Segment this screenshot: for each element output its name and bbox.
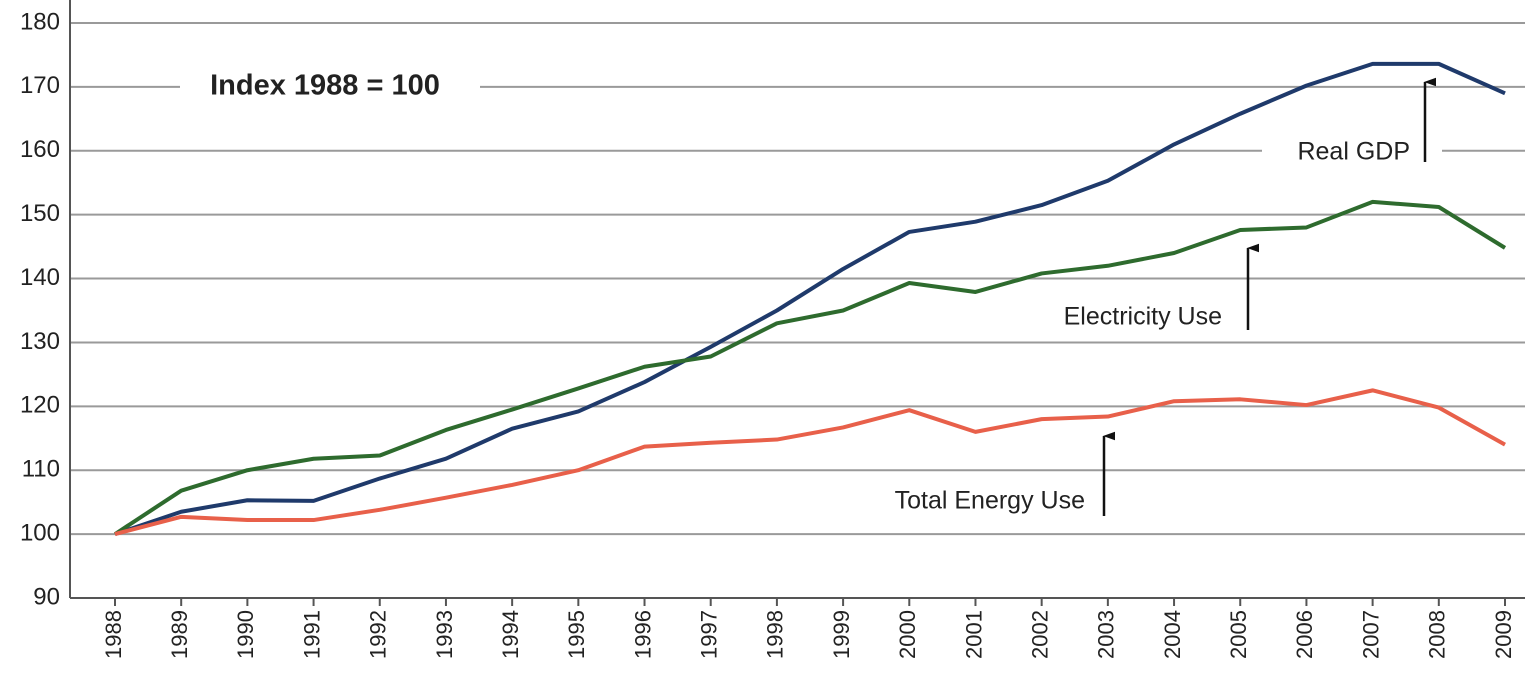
x-tick-label: 2008 bbox=[1425, 610, 1450, 659]
y-tick-label: 90 bbox=[33, 583, 60, 610]
series-label: Total Energy Use bbox=[895, 487, 1085, 515]
x-tick-label: 2003 bbox=[1094, 610, 1119, 659]
y-tick-label: 100 bbox=[20, 519, 60, 546]
y-tick-label: 140 bbox=[20, 264, 60, 291]
series-line bbox=[113, 199, 1507, 536]
series-line bbox=[114, 61, 1506, 537]
x-tick-label: 2006 bbox=[1292, 610, 1317, 659]
x-tick-label: 1997 bbox=[697, 610, 722, 659]
x-tick-label: 2000 bbox=[895, 610, 920, 659]
x-tick-label: 1993 bbox=[432, 610, 457, 659]
series-label: Electricity Use bbox=[1064, 303, 1222, 331]
x-tick-label: 2001 bbox=[961, 610, 986, 659]
y-tick-label: 130 bbox=[20, 328, 60, 355]
y-tick-label: 160 bbox=[20, 136, 60, 163]
x-tick-label: 1996 bbox=[630, 610, 655, 659]
y-tick-label: 120 bbox=[20, 392, 60, 419]
x-tick-label: 1999 bbox=[829, 610, 854, 659]
series-line bbox=[114, 388, 1506, 537]
y-tick-label: 170 bbox=[20, 72, 60, 99]
chart-title: Index 1988 = 100 bbox=[210, 70, 440, 102]
x-tick-label: 1998 bbox=[763, 610, 788, 659]
title-box bbox=[180, 55, 480, 117]
y-tick-label: 110 bbox=[22, 456, 60, 483]
x-tick-label: 1995 bbox=[564, 610, 589, 659]
x-tick-label: 1992 bbox=[366, 610, 391, 659]
series-label: Real GDP bbox=[1297, 138, 1410, 166]
label-box bbox=[1262, 135, 1442, 173]
y-tick-label: 150 bbox=[20, 200, 60, 227]
x-tick-label: 1988 bbox=[101, 610, 126, 659]
x-tick-label: 2002 bbox=[1027, 610, 1052, 659]
x-tick-label: 1991 bbox=[299, 610, 324, 659]
x-tick-label: 2007 bbox=[1358, 610, 1383, 659]
x-tick-label: 2005 bbox=[1226, 610, 1251, 659]
x-tick-label: 1994 bbox=[498, 610, 523, 659]
x-tick-label: 2009 bbox=[1491, 610, 1516, 659]
x-tick-label: 2004 bbox=[1160, 610, 1185, 659]
grid bbox=[70, 22, 1525, 599]
y-tick-label: 180 bbox=[20, 8, 60, 35]
x-tick-label: 1989 bbox=[167, 610, 192, 659]
x-tick-label: 1990 bbox=[233, 610, 258, 659]
